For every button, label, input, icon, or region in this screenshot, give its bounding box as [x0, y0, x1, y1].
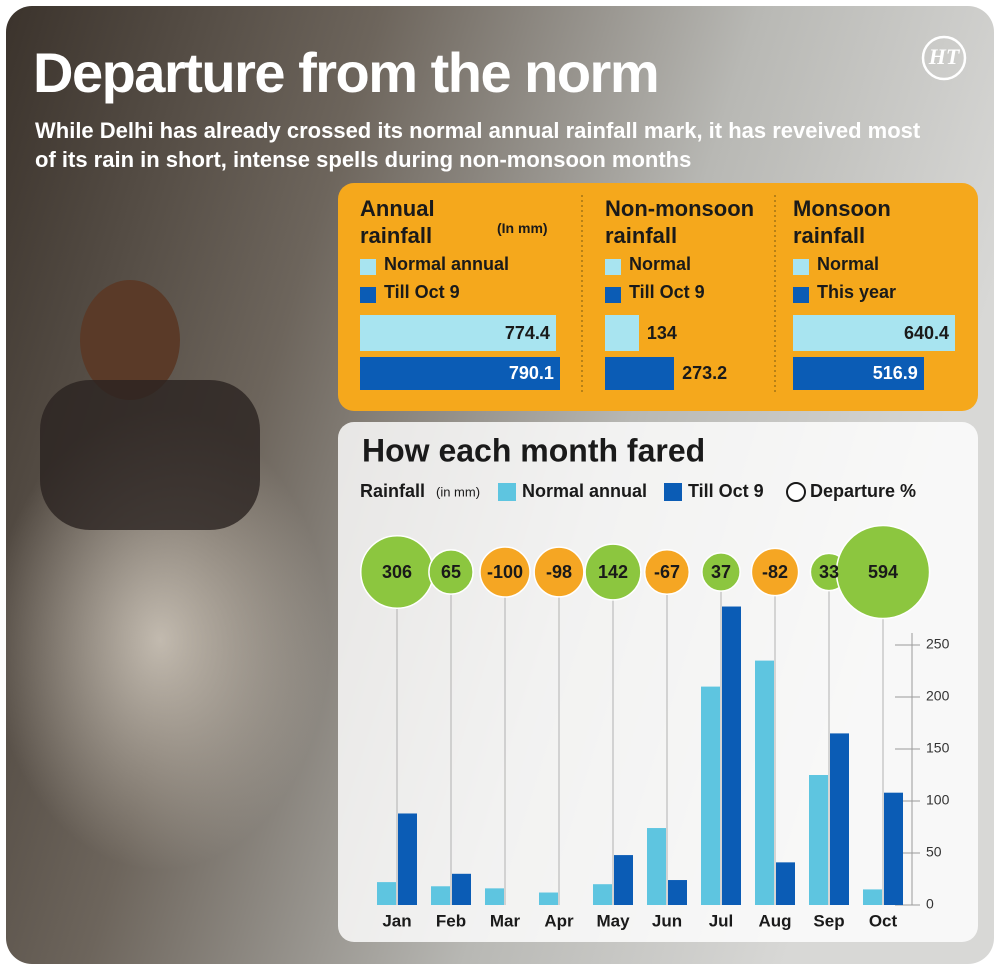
legend-label: Departure %: [810, 481, 916, 501]
legend-swatch: [498, 483, 516, 501]
bar: [377, 882, 396, 905]
value-label: 516.9: [872, 363, 918, 383]
bar: [360, 357, 560, 390]
legend-label: Normal: [629, 254, 692, 274]
bar: [793, 315, 956, 351]
bar: [431, 886, 450, 905]
value-label: 640.4: [903, 323, 950, 343]
x-tick-label: Apr: [544, 911, 574, 930]
bar: [605, 315, 639, 351]
chart-title: How each month fared: [362, 432, 705, 468]
departure-bubble: [479, 546, 531, 598]
x-tick-label: Feb: [436, 911, 466, 930]
bar: [668, 880, 687, 905]
bar: [830, 733, 849, 905]
x-tick-label: Sep: [813, 911, 844, 930]
departure-label: 142: [598, 562, 628, 582]
x-tick-label: Jun: [652, 911, 682, 930]
departure-bubble: [428, 549, 474, 595]
legend-swatch: [793, 259, 809, 275]
bar: [809, 775, 828, 905]
legend-swatch: [664, 483, 682, 501]
bar: [539, 892, 558, 905]
value-label: 273.2: [682, 363, 728, 383]
departure-label: -100: [487, 562, 523, 582]
legend-label: Normal: [817, 254, 880, 274]
bar: [452, 873, 471, 905]
x-tick-label: Mar: [490, 911, 521, 930]
y-tick-label: 200: [926, 688, 950, 704]
legend-swatch: [793, 287, 809, 303]
y-axis-label: Rainfall: [360, 481, 425, 501]
bar: [776, 862, 795, 905]
legend-label: Till Oct 9: [629, 282, 705, 302]
summary-panel: [338, 183, 978, 411]
legend-label: This year: [817, 282, 897, 302]
bar: [398, 813, 417, 905]
bar: [701, 686, 720, 905]
unit-label: (In mm): [497, 220, 548, 236]
value-label: 774.4: [504, 323, 550, 343]
bar: [485, 888, 504, 905]
y-tick-label: 0: [926, 896, 934, 912]
x-tick-label: May: [596, 911, 630, 930]
departure-label: -67: [654, 562, 680, 582]
photo-scooter: [40, 380, 260, 530]
departure-label: -98: [546, 562, 572, 582]
value-label: 790.1: [508, 363, 554, 383]
x-tick-label: Jul: [709, 911, 734, 930]
departure-bubble: [533, 546, 585, 598]
bar: [863, 889, 882, 905]
bar: [614, 855, 633, 905]
bar: [884, 792, 903, 905]
bar: [360, 315, 556, 351]
logo: HT: [928, 44, 961, 69]
legend-swatch: [605, 287, 621, 303]
departure-label: 65: [441, 562, 461, 582]
bar: [593, 884, 612, 905]
departure-bubble: [835, 524, 931, 620]
title: Departure from the norm: [33, 41, 660, 104]
legend-swatch: [360, 287, 376, 303]
y-tick-label: 250: [926, 636, 950, 652]
unit-label: (in mm): [436, 484, 480, 499]
x-tick-label: Aug: [758, 911, 791, 930]
departure-label: 33: [819, 562, 839, 582]
legend-label: Normal annual: [384, 254, 510, 274]
legend-label: Till Oct 9: [384, 282, 460, 302]
departure-label: 306: [382, 562, 412, 582]
departure-bubble: [701, 552, 741, 592]
x-tick-label: Oct: [869, 911, 898, 930]
y-tick-label: 150: [926, 740, 950, 756]
y-tick-label: 100: [926, 792, 950, 808]
subtitle: While Delhi has already crossed its norm…: [35, 118, 921, 172]
departure-bubble: [750, 547, 800, 597]
panel-title: Annual rainfall: [360, 196, 435, 248]
legend-label: Till Oct 9: [688, 481, 764, 501]
bar: [755, 660, 774, 905]
panel-title: Monsoon rainfall: [793, 196, 891, 248]
legend-swatch: [605, 259, 621, 275]
departure-bubble: [584, 543, 642, 601]
bar: [722, 606, 741, 905]
bar: [605, 357, 675, 390]
departure-label: 594: [868, 562, 898, 582]
legend-swatch: [360, 259, 376, 275]
logo-ring: [921, 35, 967, 81]
x-tick-label: Jan: [382, 911, 411, 930]
departure-label: 37: [711, 562, 731, 582]
bar: [647, 828, 666, 905]
y-tick-label: 50: [926, 844, 942, 860]
bar: [793, 357, 924, 390]
value-label: 134: [646, 323, 677, 343]
departure-bubble: [643, 548, 691, 596]
departure-label: -82: [762, 562, 788, 582]
panel-title: Non-monsoon rainfall: [605, 196, 755, 248]
legend-label: Normal annual: [522, 481, 647, 501]
legend-bubble: [786, 482, 806, 502]
photo-figure: [80, 280, 180, 400]
